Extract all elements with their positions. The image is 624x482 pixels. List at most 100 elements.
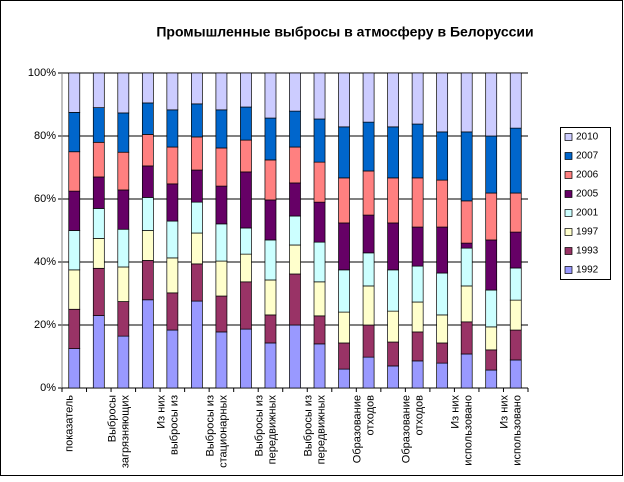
- bar-segment: [338, 72, 350, 128]
- bar-segment: [338, 368, 350, 389]
- bar-segment: [68, 112, 81, 153]
- bar-segment: [92, 107, 105, 143]
- bar-segment: [191, 136, 203, 171]
- bar-segment: [68, 230, 81, 271]
- bar-segment: [166, 292, 179, 331]
- bar-segment: [215, 147, 228, 187]
- bar-segment: [387, 222, 399, 271]
- legend-label: 2010: [576, 132, 599, 143]
- bar-segment: [264, 279, 277, 316]
- bar-segment: [313, 281, 326, 317]
- bar-segment: [338, 177, 350, 224]
- legend-label: 2007: [576, 151, 599, 162]
- bar-segment: [411, 123, 424, 179]
- bar-segment: [509, 72, 522, 129]
- bar-segment: [117, 72, 130, 114]
- legend-label: 1992: [576, 265, 599, 276]
- bar-segment: [240, 139, 252, 173]
- bar-segment: [362, 324, 375, 358]
- bar-segment: [264, 72, 277, 119]
- bar-segment: [289, 244, 301, 275]
- bar-segment: [240, 253, 252, 283]
- bar-segment: [117, 228, 130, 268]
- legend-label: 2005: [576, 189, 599, 200]
- bar-segment: [264, 342, 277, 389]
- legend-swatch: [564, 266, 573, 274]
- bar-segment: [485, 72, 498, 137]
- bar-segment: [68, 190, 81, 231]
- bar-segment: [338, 126, 350, 179]
- bar-segment: [141, 102, 154, 135]
- bar-segment: [117, 266, 130, 302]
- bar-segment: [166, 146, 179, 185]
- bar-segment: [215, 109, 228, 149]
- bar-segment: [191, 103, 203, 138]
- bar-segment: [68, 151, 81, 192]
- bar-segment: [362, 121, 375, 172]
- bar-segment: [362, 285, 375, 326]
- bar-segment: [313, 72, 326, 120]
- bar-segment: [313, 315, 326, 345]
- bar-segment: [191, 201, 203, 234]
- bar-segment: [191, 169, 203, 203]
- bar-segment: [338, 222, 350, 271]
- bar-segment: [166, 329, 179, 389]
- bar-segment: [68, 269, 81, 310]
- bar-segment: [411, 331, 424, 362]
- x-tick-label: Выбросы изпередвижных: [253, 395, 278, 465]
- bar-segment: [338, 269, 350, 313]
- bar-segment: [436, 272, 449, 316]
- bar-segment: [460, 353, 473, 389]
- bar-segment: [436, 72, 449, 133]
- bar-segment: [509, 359, 522, 389]
- bar-segment: [362, 72, 375, 123]
- bar-segment: [509, 267, 522, 301]
- bar-segment: [264, 199, 277, 241]
- bar-segment: [215, 260, 228, 297]
- x-tick-label: Выбросы изпередвижных: [302, 395, 327, 465]
- legend-swatch: [564, 171, 573, 179]
- bar-segment: [411, 226, 424, 267]
- bar-segment: [313, 343, 326, 389]
- bar-segment: [92, 238, 105, 269]
- bar-segment: [141, 72, 154, 104]
- bar-segment: [362, 356, 375, 389]
- bar-segment: [215, 331, 228, 389]
- bar-segment: [362, 170, 375, 216]
- bar-segment: [264, 239, 277, 281]
- bar-segment: [338, 342, 350, 370]
- bar-segment: [240, 171, 252, 229]
- bar-segment: [92, 72, 105, 109]
- bar-segment: [240, 281, 252, 330]
- bar-segment: [240, 106, 252, 141]
- bar-segment: [68, 348, 81, 389]
- bar-segment: [460, 72, 473, 133]
- bar-segment: [313, 118, 326, 163]
- bar-segment: [436, 179, 449, 228]
- legend-label: 1993: [576, 246, 599, 257]
- bar-segment: [289, 215, 301, 246]
- bar-segment: [387, 269, 399, 312]
- chart-title: Промышленные выбросы в атмосферу в Белор…: [156, 24, 533, 40]
- x-tick-label: Образованиеотходов: [351, 395, 376, 463]
- bar-segment: [215, 185, 228, 225]
- y-tick-label: 60%: [34, 193, 56, 205]
- bar-segment: [460, 131, 473, 202]
- y-tick-label: 20%: [34, 319, 56, 331]
- bar-segment: [362, 252, 375, 287]
- bar-segment: [68, 72, 81, 113]
- bar-segment: [387, 177, 399, 224]
- bar-segment: [92, 208, 105, 239]
- bar-segment: [436, 131, 449, 181]
- bar-segment: [166, 257, 179, 294]
- bar-segment: [387, 72, 399, 128]
- bar-segment: [362, 214, 375, 254]
- bar-segment: [338, 311, 350, 344]
- bar-segment: [460, 247, 473, 287]
- x-tick-label: Выбросызагрязняющих: [106, 395, 131, 469]
- bar-segment: [485, 326, 498, 351]
- bar-segment: [485, 369, 498, 389]
- legend-label: 2001: [576, 208, 599, 219]
- bar-segment: [166, 183, 179, 222]
- bar-segment: [411, 177, 424, 228]
